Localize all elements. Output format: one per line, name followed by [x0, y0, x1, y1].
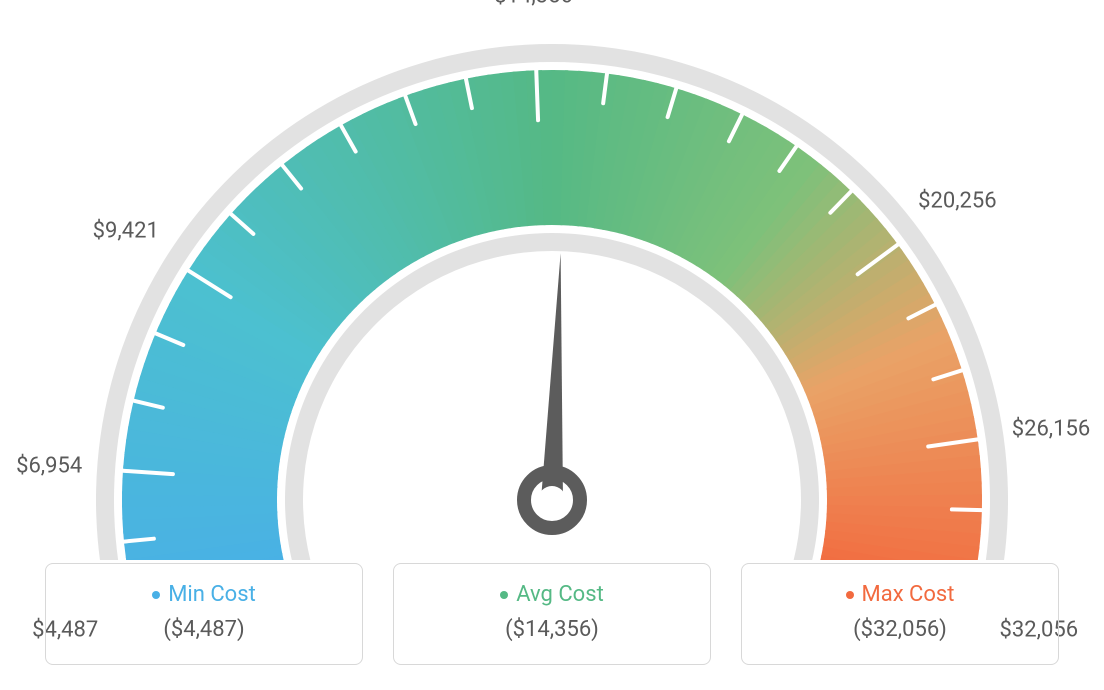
gauge-scale-label: $6,954 [16, 453, 82, 478]
bullet-icon [500, 591, 508, 599]
avg-cost-value: ($14,356) [404, 617, 700, 642]
summary-cards: Min Cost ($4,487) Avg Cost ($14,356) Max… [45, 563, 1059, 665]
gauge-chart: $4,487$6,954$9,421$14,356$20,256$26,156$… [0, 0, 1104, 560]
gauge-scale-label: $9,421 [93, 219, 159, 244]
min-cost-value: ($4,487) [56, 617, 352, 642]
max-cost-title: Max Cost [862, 582, 955, 607]
avg-cost-title: Avg Cost [516, 582, 604, 607]
bullet-icon [846, 591, 854, 599]
max-cost-value: ($32,056) [752, 617, 1048, 642]
gauge-scale-label: $20,256 [918, 188, 997, 213]
gauge-scale-label: $26,156 [1012, 416, 1091, 441]
max-cost-card: Max Cost ($32,056) [741, 563, 1059, 665]
bullet-icon [152, 591, 160, 599]
min-cost-card: Min Cost ($4,487) [45, 563, 363, 665]
gauge-svg [0, 0, 1104, 560]
gauge-scale-label: $14,356 [494, 0, 573, 9]
avg-cost-card: Avg Cost ($14,356) [393, 563, 711, 665]
min-cost-title: Min Cost [168, 582, 256, 607]
